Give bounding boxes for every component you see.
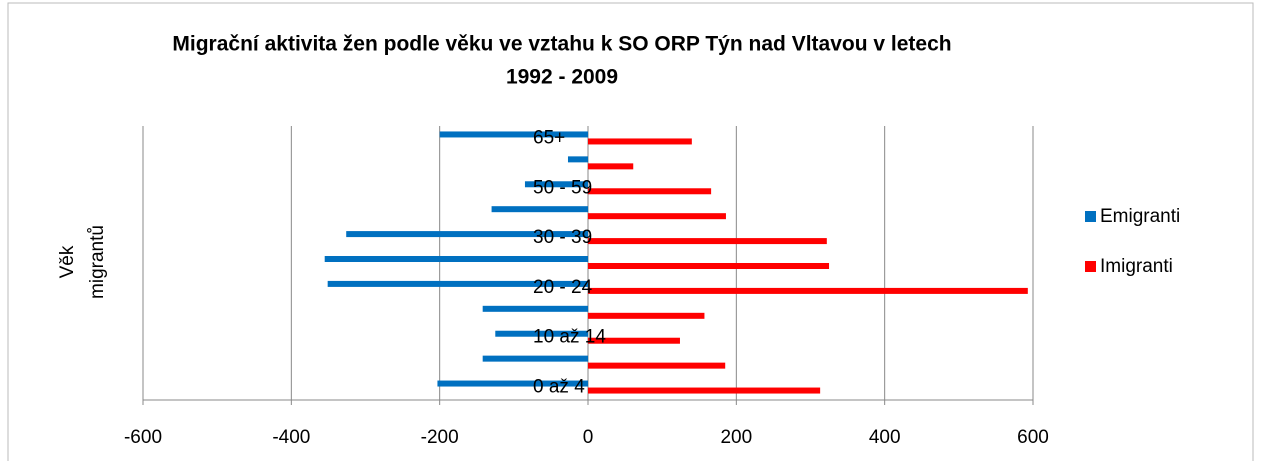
y-axis-title: migrantů [87,225,108,299]
y-tick-label: 20 - 24 [533,277,593,298]
bar [437,380,588,387]
bar [588,213,726,220]
x-tick-label: 0 [583,427,594,448]
legend-swatch [1085,261,1096,272]
bar [588,337,680,344]
bar [482,305,588,312]
bar [588,263,830,269]
bar [588,238,827,245]
chart-title: 1992 - 2009 [506,66,618,89]
y-tick-label: 50 - 59 [533,177,592,198]
y-tick-label: 30 - 39 [533,227,592,248]
bar [588,312,705,319]
legend-swatch [1085,211,1096,222]
bar [495,330,588,337]
y-tick-label: 65+ [533,127,565,148]
bar [482,355,588,362]
bar [588,138,692,145]
x-tick-label: 200 [720,427,752,448]
chart-title: Migrační aktivita žen podle věku ve vzta… [172,33,951,56]
y-tick-label: 10 až 14 [533,327,606,348]
bar [588,287,1028,294]
x-tick-label: -200 [421,427,459,448]
bar [346,231,588,238]
bar [588,387,821,394]
x-tick-label: 400 [869,427,901,448]
x-tick-label: -600 [124,427,162,448]
legend-label: Emigranti [1100,206,1180,227]
bar [491,206,588,213]
x-tick-label: -400 [272,427,310,448]
bar [588,362,726,369]
y-axis-title: Věk [57,245,78,278]
x-tick-label: 600 [1017,427,1049,448]
legend-label: Imigranti [1100,256,1173,277]
bar [524,181,588,188]
bar [327,280,588,287]
bar [324,256,588,262]
bar [588,163,634,170]
bar [439,131,588,138]
bar [588,188,712,195]
bar [567,156,588,163]
y-tick-label: 0 až 4 [533,377,585,398]
